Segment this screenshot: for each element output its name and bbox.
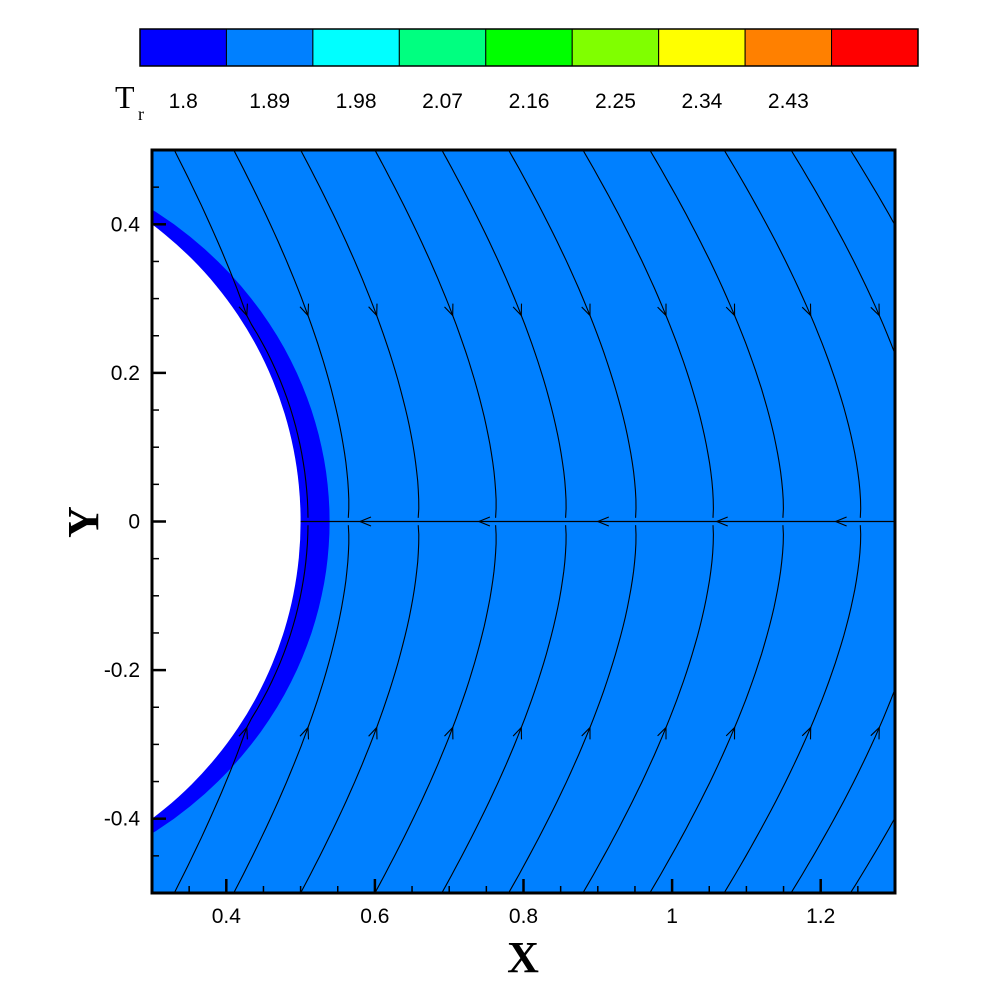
streamline xyxy=(508,150,637,518)
y-tick-label: 0.2 xyxy=(111,362,140,385)
streamline-arrow xyxy=(581,303,591,317)
streamline-arrow xyxy=(725,726,736,740)
contour-bands xyxy=(152,150,895,893)
streamline-arrow xyxy=(801,726,812,740)
streamline xyxy=(849,150,895,227)
streamline-arrow xyxy=(512,303,523,317)
streamline-arrow xyxy=(512,726,523,740)
streamline xyxy=(849,816,895,893)
streamline-arrow xyxy=(657,303,667,317)
streamline-arrow xyxy=(801,303,812,317)
streamline xyxy=(173,525,309,893)
streamline xyxy=(233,150,350,518)
x-axis: 0.4 0.6 0.8 1 1.2 xyxy=(151,879,896,928)
x-tick-label: 1.2 xyxy=(806,905,835,928)
legend-swatch xyxy=(139,28,227,67)
legend-swatch xyxy=(312,28,400,67)
streamline-arrow xyxy=(715,516,728,527)
streamline xyxy=(649,150,784,518)
streamline xyxy=(910,150,996,518)
legend-frame xyxy=(139,28,919,67)
streamline xyxy=(233,525,350,893)
legend-level-label: 2.34 xyxy=(681,90,722,113)
streamline-arrow xyxy=(477,516,491,527)
y-tick-label: 0.4 xyxy=(111,213,141,236)
legend-swatch xyxy=(571,28,660,67)
streamline-arrow xyxy=(299,726,310,740)
legend-swatch xyxy=(831,28,919,67)
plot-area xyxy=(152,150,996,893)
streamline xyxy=(723,525,862,893)
y-tick-label: -0.2 xyxy=(104,659,140,682)
y-axis-title: Y xyxy=(59,506,108,538)
x-tick-label: 0.6 xyxy=(360,905,389,928)
streamline xyxy=(374,150,497,518)
streamline-arrow xyxy=(932,728,941,740)
x-axis-title: X xyxy=(507,933,539,982)
streamline-arrow xyxy=(358,516,372,527)
streamline xyxy=(300,150,420,518)
legend-swatch xyxy=(485,28,573,67)
streamline xyxy=(790,687,895,893)
legend-swatch xyxy=(398,28,487,67)
streamline xyxy=(374,525,497,893)
streamline-arrow xyxy=(299,303,310,317)
streamline-arrow xyxy=(870,726,880,740)
y-axis: 0.4 0.2 0 -0.2 -0.4 xyxy=(104,149,166,894)
legend-level-label: 2.25 xyxy=(595,90,636,113)
legend-swatch xyxy=(225,28,314,67)
streamline xyxy=(790,150,895,356)
streamline xyxy=(582,525,714,893)
streamline xyxy=(582,150,714,518)
streamline-arrow xyxy=(657,726,667,740)
streamline xyxy=(910,525,996,893)
legend-swatch xyxy=(658,28,746,67)
streamline-arrow xyxy=(444,726,454,740)
streamline xyxy=(649,525,784,893)
streamline xyxy=(723,150,862,518)
streamline-arrow xyxy=(725,303,736,317)
streamline-arrow xyxy=(368,726,378,740)
legend-level-label: 1.89 xyxy=(249,90,290,113)
legend-level-label: 1.8 xyxy=(169,90,198,113)
legend-variable-subscript: r xyxy=(138,104,144,124)
streamline-arrow xyxy=(581,726,591,740)
color-legend: 1.8 1.89 1.98 2.07 2.16 2.25 2.34 2.43 xyxy=(139,28,919,113)
legend-level-label: 2.43 xyxy=(768,90,809,113)
legend-level-label: 2.07 xyxy=(422,90,463,113)
streamline-arrow xyxy=(870,303,880,317)
legend-variable: T xyxy=(115,79,135,115)
x-tick-label: 0.4 xyxy=(212,905,242,928)
streamline-arrow xyxy=(238,303,248,317)
legend-level-label: 2.16 xyxy=(509,90,550,113)
streamline-arrow xyxy=(596,516,610,527)
streamline-arrow xyxy=(368,303,378,317)
streamline xyxy=(173,150,309,518)
x-tick-label: 0.8 xyxy=(509,905,538,928)
streamline-arrow xyxy=(444,303,454,317)
y-tick-label: -0.4 xyxy=(104,808,141,831)
streamline-arrow xyxy=(834,516,847,527)
y-tick-label: 0 xyxy=(128,511,140,534)
streamlines xyxy=(173,150,996,893)
streamline-arrow xyxy=(932,304,941,316)
solid-body xyxy=(152,224,301,819)
streamline-arrow xyxy=(238,726,248,740)
x-tick-label: 1 xyxy=(666,905,678,928)
streamline xyxy=(441,150,567,518)
legend-swatch xyxy=(744,28,833,67)
streamline xyxy=(300,525,420,893)
streamline xyxy=(508,525,637,893)
streamline xyxy=(441,525,567,893)
legend-level-label: 1.98 xyxy=(336,90,377,113)
